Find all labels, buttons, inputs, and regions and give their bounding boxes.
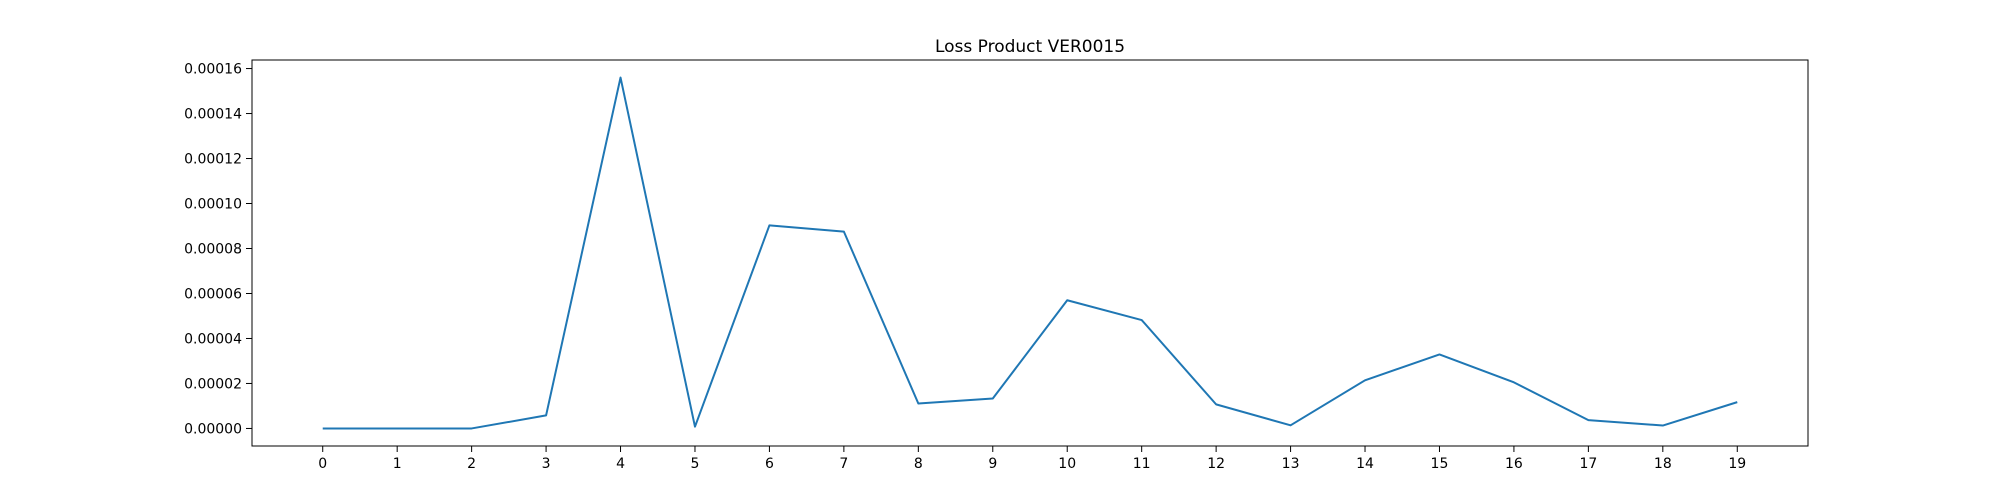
y-tick-label: 0.00000 xyxy=(184,421,242,437)
x-tick-label: 5 xyxy=(691,456,700,472)
y-tick-label: 0.00016 xyxy=(184,62,242,78)
x-tick-label: 17 xyxy=(1579,456,1597,472)
x-tick-label: 6 xyxy=(765,456,774,472)
y-tick-label: 0.00004 xyxy=(184,331,242,347)
x-tick-label: 8 xyxy=(914,456,923,472)
y-tick-label: 0.00006 xyxy=(184,286,242,302)
y-tick-label: 0.00012 xyxy=(184,152,242,168)
x-tick-label: 9 xyxy=(988,456,997,472)
x-tick-label: 14 xyxy=(1356,456,1374,472)
x-tick-label: 3 xyxy=(542,456,551,472)
x-tick-label: 11 xyxy=(1133,456,1151,472)
x-tick-label: 18 xyxy=(1654,456,1672,472)
y-tick-label: 0.00008 xyxy=(184,242,242,258)
x-tick-label: 13 xyxy=(1282,456,1300,472)
x-tick-label: 15 xyxy=(1431,456,1449,472)
y-tick-label: 0.00010 xyxy=(184,197,242,213)
x-tick-label: 10 xyxy=(1058,456,1076,472)
chart-title: Loss Product VER0015 xyxy=(935,37,1125,57)
series-line xyxy=(322,76,1738,430)
plot-series xyxy=(322,76,1738,430)
x-tick-label: 19 xyxy=(1728,456,1746,472)
y-tick-label: 0.00014 xyxy=(184,107,242,123)
x-tick-label: 12 xyxy=(1207,456,1225,472)
x-tick-label: 2 xyxy=(467,456,476,472)
y-tick-label: 0.00002 xyxy=(184,376,242,392)
x-tick-label: 16 xyxy=(1505,456,1523,472)
x-tick-label: 1 xyxy=(393,456,402,472)
x-tick-label: 0 xyxy=(318,456,327,472)
x-axis: 0 1 2 3 4 5 6 7 8 9 10 11 12 13 14 15 16 17 18 19 xyxy=(318,446,1746,472)
y-axis: 0.00000 0.00002 0.00004 0.00006 0.00008 0.000… xyxy=(184,62,252,437)
x-tick-label: 4 xyxy=(616,456,625,472)
plot-frame xyxy=(251,59,1809,447)
x-tick-label: 7 xyxy=(839,456,848,472)
